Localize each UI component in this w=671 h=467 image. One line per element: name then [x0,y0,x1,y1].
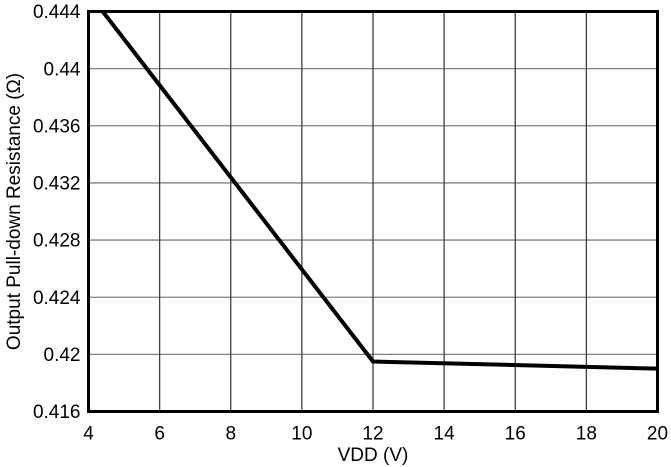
y-tick-label: 0.416 [33,402,81,423]
y-tick-label: 0.428 [33,231,81,252]
x-tick-label: 10 [291,424,312,445]
plot-border [87,10,659,413]
y-tick-label: 0.432 [33,174,81,195]
x-tick-label: 18 [576,424,597,445]
x-tick-label: 4 [83,424,94,445]
data-line [101,10,658,371]
y-tick-label: 0.424 [33,288,81,309]
x-tick-label: 14 [434,424,456,445]
x-axis-label: VDD (V) [338,445,409,466]
y-tick-label: 0.44 [44,59,81,80]
x-tick-label: 20 [647,424,668,445]
x-tick-label: 8 [225,424,236,445]
y-tick-label: 0.444 [33,2,81,23]
x-tick-label: 6 [154,424,165,445]
y-tick-label: 0.42 [44,345,81,366]
x-tick-label: 16 [505,424,526,445]
x-tick-label: 12 [362,424,383,445]
y-axis-label: Output Pull-down Resistance (Ω) [4,73,25,350]
y-tick-label: 0.436 [33,116,81,137]
